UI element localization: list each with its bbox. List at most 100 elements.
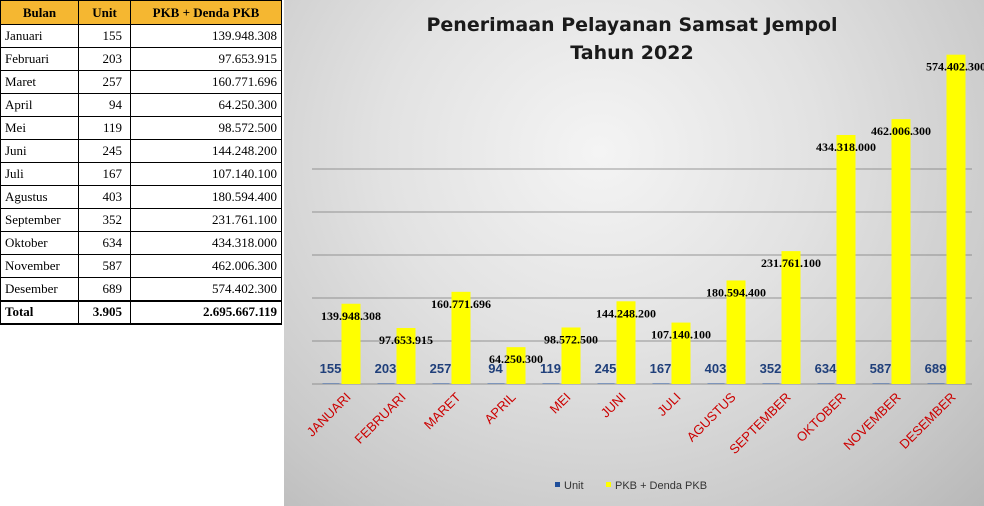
cell-bulan: Oktober — [0, 231, 79, 255]
bar-pkb — [836, 134, 856, 384]
cell-bulan: Juli — [0, 162, 79, 186]
bar-unit — [597, 383, 615, 384]
bar-unit — [762, 383, 780, 384]
bar-unit — [542, 383, 560, 384]
category-label: NOVEMBER — [840, 390, 903, 453]
cell-bulan: Januari — [0, 24, 79, 48]
bar-unit — [872, 383, 890, 384]
cell-pkb: 231.761.100 — [130, 208, 282, 232]
cell-unit: 352 — [78, 208, 131, 232]
chart-area: Penerimaan Pelayanan Samsat Jempol Tahun… — [284, 0, 984, 506]
chart-title-line-1: Penerimaan Pelayanan Samsat Jempol — [427, 14, 838, 36]
legend-swatch-unit — [555, 482, 560, 487]
bar-pkb — [891, 119, 911, 384]
cell-total-label: Total — [0, 299, 79, 325]
bar-pkb — [451, 291, 471, 384]
cell-total-unit: 3.905 — [78, 299, 131, 325]
data-label-pkb: 160.771.696 — [431, 297, 491, 311]
data-label-pkb: 107.140.100 — [651, 328, 711, 342]
data-table: Bulan Unit PKB + Denda PKB Januari 155 139… — [0, 0, 282, 325]
bar-pkb — [396, 328, 416, 384]
table-body: Januari 155 139.948.308 Februari 203 97.653.9… — [0, 24, 282, 325]
legend-label-unit: Unit — [564, 480, 584, 492]
table-row: Januari 155 139.948.308 — [0, 24, 282, 48]
cell-unit: 634 — [78, 231, 131, 255]
cell-unit: 155 — [78, 24, 131, 48]
cell-pkb: 462.006.300 — [130, 254, 282, 278]
cell-unit: 689 — [78, 277, 131, 301]
data-label-unit: 167 — [650, 361, 672, 376]
data-label-unit: 94 — [488, 361, 503, 376]
cell-bulan: April — [0, 93, 79, 117]
chart-svg: Penerimaan Pelayanan Samsat Jempol Tahun… — [304, 14, 984, 492]
bar-pkb — [616, 301, 636, 384]
bar-pkb — [781, 251, 801, 384]
data-label-pkb: 434.318.000 — [816, 140, 876, 154]
cell-pkb: 144.248.200 — [130, 139, 282, 163]
bar-unit — [322, 383, 340, 384]
table-row: Oktober 634 434.318.000 — [0, 231, 282, 255]
table-row: Juni 245 144.248.200 — [0, 139, 282, 163]
cell-unit: 403 — [78, 185, 131, 209]
cell-unit: 203 — [78, 47, 131, 71]
category-label: JANUARI — [304, 390, 354, 440]
table-header-row: Bulan Unit PKB + Denda PKB — [0, 0, 282, 25]
cell-pkb: 98.572.500 — [130, 116, 282, 140]
cell-bulan: Februari — [0, 47, 79, 71]
category-label: JULI — [654, 390, 684, 420]
bar-unit — [652, 383, 670, 384]
data-label-pkb: 64.250.300 — [489, 352, 543, 366]
table-row: Mei 119 98.572.500 — [0, 116, 282, 140]
data-label-unit: 245 — [595, 361, 617, 376]
category-label: OKTOBER — [793, 390, 848, 445]
data-label-unit: 689 — [925, 361, 947, 376]
bar-unit — [487, 383, 505, 384]
cell-bulan: Juni — [0, 139, 79, 163]
cell-unit: 245 — [78, 139, 131, 163]
data-label-unit: 257 — [430, 361, 452, 376]
legend-label-pkb: PKB + Denda PKB — [615, 480, 707, 492]
data-label-unit: 155 — [320, 361, 342, 376]
category-label: AGUSTUS — [684, 389, 739, 444]
category-label: MARET — [421, 389, 464, 432]
table-row: September 352 231.761.100 — [0, 208, 282, 232]
category-label: APRIL — [481, 390, 518, 427]
cell-unit: 257 — [78, 70, 131, 94]
data-table-container: Bulan Unit PKB + Denda PKB Januari 155 139… — [0, 0, 282, 325]
cell-pkb: 434.318.000 — [130, 231, 282, 255]
table-row: Februari 203 97.653.915 — [0, 47, 282, 71]
cell-bulan: Mei — [0, 116, 79, 140]
header-unit: Unit — [78, 0, 131, 25]
data-label-pkb: 574.402.300 — [926, 60, 984, 74]
table-row: Maret 257 160.771.696 — [0, 70, 282, 94]
bar-unit — [817, 383, 835, 384]
cell-pkb: 139.948.308 — [130, 24, 282, 48]
category-label: JUNI — [598, 390, 629, 421]
bar-layer — [322, 54, 966, 384]
data-label-pkb: 231.761.100 — [761, 256, 821, 270]
bar-pkb — [341, 303, 361, 384]
legend: Unit PKB + Denda PKB — [555, 480, 707, 492]
category-label: MEI — [547, 390, 574, 417]
legend-swatch-pkb — [606, 482, 611, 487]
bar-pkb — [561, 327, 581, 384]
bar-pkb — [671, 322, 691, 384]
cell-bulan: Agustus — [0, 185, 79, 209]
cell-bulan: Desember — [0, 277, 79, 301]
cell-pkb: 64.250.300 — [130, 93, 282, 117]
cell-unit: 167 — [78, 162, 131, 186]
table-row: Juli 167 107.140.100 — [0, 162, 282, 186]
cell-unit: 587 — [78, 254, 131, 278]
cell-bulan: Maret — [0, 70, 79, 94]
header-pkb: PKB + Denda PKB — [130, 0, 282, 25]
data-label-pkb: 144.248.200 — [596, 306, 656, 320]
table-row: Desember 689 574.402.300 — [0, 277, 282, 301]
data-label-unit: 403 — [705, 361, 727, 376]
table-row: Agustus 403 180.594.400 — [0, 185, 282, 209]
data-label-unit: 352 — [760, 361, 782, 376]
bar-unit — [377, 383, 395, 384]
cell-unit: 94 — [78, 93, 131, 117]
cell-bulan: November — [0, 254, 79, 278]
data-label-unit: 587 — [870, 361, 892, 376]
cell-unit: 119 — [78, 116, 131, 140]
